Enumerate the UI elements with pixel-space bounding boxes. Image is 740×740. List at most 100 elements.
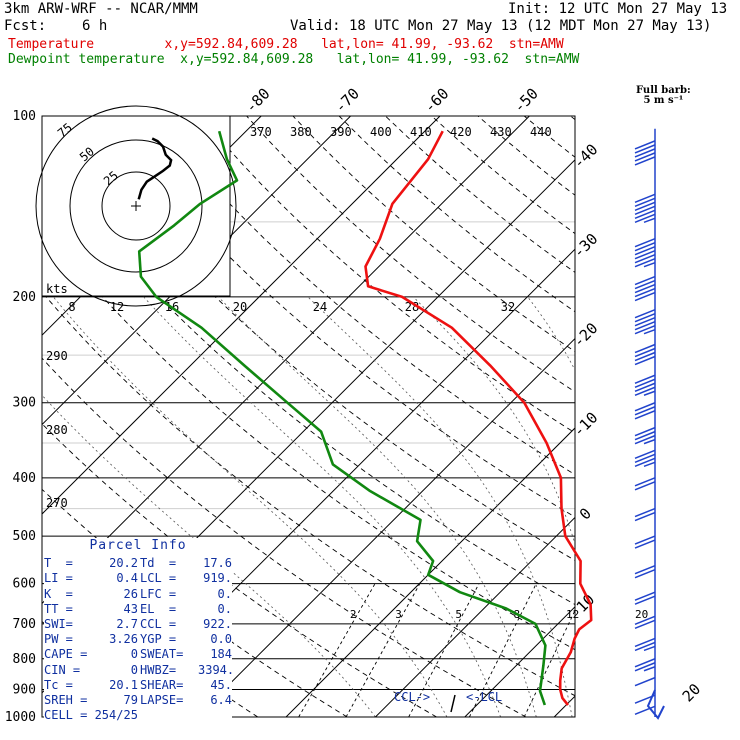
wind-barb: [634, 193, 656, 224]
dry-adiabat: [153, 116, 575, 476]
temperature-tick-label: -60: [421, 85, 453, 117]
mixing-ratio-label: 3: [395, 608, 402, 621]
isotherm: [733, 116, 740, 717]
parcel-value: 919.: [203, 571, 232, 586]
wind-barb-half: [643, 645, 656, 652]
wind-barb-flag: [634, 539, 656, 549]
lcl-marker: <-LCL: [466, 690, 502, 704]
wind-barb-flag: [634, 453, 656, 464]
parcel-key: LFC =: [140, 586, 177, 601]
parcel-key: EL =: [140, 601, 177, 616]
wind-barb-half: [643, 261, 656, 268]
mixing-ratio-label: 12: [566, 608, 579, 621]
dry-adiabat: [107, 116, 575, 518]
surface-wind-barb: [646, 689, 665, 720]
isotherm: [285, 427, 575, 717]
wind-barb: [634, 507, 656, 522]
pressure-tick-label: 600: [13, 577, 36, 592]
parcel-value: 0.: [217, 586, 232, 601]
wind-barb-flag: [634, 275, 656, 286]
parcel-row: TT = 43 EL = 0.: [44, 602, 232, 617]
parcel-key: SHEAR=: [140, 677, 184, 692]
wind-barb-flag: [634, 410, 656, 420]
wind-barb-flag: [634, 382, 656, 392]
temperature-profile: [364, 130, 593, 706]
wind-barb: [634, 591, 656, 605]
moist-adiabat: [413, 296, 575, 546]
wind-barb-flag: [634, 406, 656, 416]
wind-barb-flag: [634, 193, 656, 204]
wind-barb: [634, 402, 656, 420]
isotherm: [42, 116, 530, 605]
wind-barb-flag: [634, 209, 656, 220]
temperature-tick-label: -50: [510, 85, 542, 117]
wind-barb-half: [643, 438, 656, 445]
dry-adiabat: [61, 116, 575, 561]
wind-barb: [634, 140, 656, 166]
parcel-key: SWEAT=: [140, 647, 184, 662]
mixing-ratio-label: 5: [455, 608, 462, 621]
wind-barb-flag: [634, 595, 656, 605]
wind-barb: [634, 343, 656, 366]
wind-barb: [634, 564, 656, 579]
parcel-key: YGP =: [140, 632, 177, 647]
mixing-ratio-line: [408, 583, 480, 717]
hodograph-ring: [101, 171, 171, 241]
parcel-value: 26: [123, 586, 138, 601]
isotherm: [42, 116, 351, 426]
speed-scale-label: 12: [110, 300, 124, 314]
wind-barb-flag: [634, 213, 656, 224]
wind-barb-flag: [634, 378, 656, 388]
parcel-row: PW = 3.26 YGP = 0.0: [44, 632, 232, 647]
dry-adiabat: [42, 291, 575, 697]
moist-adiabat: [218, 296, 537, 717]
theta-label: 290: [46, 349, 68, 363]
parcel-value: 0.: [217, 601, 232, 616]
parcel-info-title: Parcel Info: [89, 538, 187, 553]
parcel-key: Td =: [140, 556, 177, 571]
wind-barb-flag: [634, 591, 656, 601]
temperature-tick-label: 0: [576, 504, 595, 523]
wind-barb-flag: [634, 641, 656, 652]
parcel-key: CIN =: [44, 662, 81, 677]
parcel-key: LI =: [44, 571, 73, 586]
wind-barb-flag: [634, 237, 656, 248]
wind-barb-flag: [634, 324, 656, 335]
parcel-value: 79: [123, 693, 138, 708]
parcel-row: CIN = 0 HWBZ= 3394.: [44, 662, 234, 678]
wind-barb-flag: [634, 291, 656, 302]
theta-label: 280: [46, 423, 68, 437]
temperature-tick-label: -40: [570, 140, 602, 172]
pressure-tick-label: 900: [13, 682, 36, 697]
theta-label: 420: [450, 125, 472, 139]
temperature-tick-label: -80: [242, 85, 274, 117]
full-barb-title: Full barb:: [636, 85, 691, 96]
pressure-tick-label: 700: [13, 617, 36, 632]
moist-adiabat: [52, 296, 448, 717]
pressure-tick-label: 800: [13, 652, 36, 667]
temperature-tick-label: -10: [570, 409, 602, 441]
isotherm: [464, 606, 575, 717]
wind-barb-flag: [634, 637, 656, 648]
dry-adiabat: [246, 116, 575, 393]
parcel-row: SREH = 79 LAPSE= 6.4: [44, 693, 232, 708]
wind-barb-flag: [634, 568, 656, 579]
wind-barb-half: [643, 666, 656, 672]
parcel-key: PW =: [44, 632, 73, 647]
parcel-key: Tc =: [44, 677, 73, 692]
moist-adiabat: [42, 394, 376, 717]
parcel-value: 0.4: [116, 571, 138, 586]
wind-barb-flag: [634, 535, 656, 545]
mixing-ratio-label: 2: [350, 608, 357, 621]
parcel-value: 20.1: [109, 677, 138, 692]
wind-barb: [634, 308, 656, 335]
theta-label: 400: [370, 125, 392, 139]
moist-adiabat: [634, 297, 680, 717]
parcel-value: 2.7: [116, 617, 138, 632]
wind-barb: [634, 615, 656, 630]
plot-frame: [41, 115, 576, 718]
wind-barb-flag: [634, 511, 656, 522]
wind-barb-flag: [634, 619, 656, 630]
parcel-path: [450, 694, 456, 713]
wind-barb-flag: [634, 343, 656, 354]
